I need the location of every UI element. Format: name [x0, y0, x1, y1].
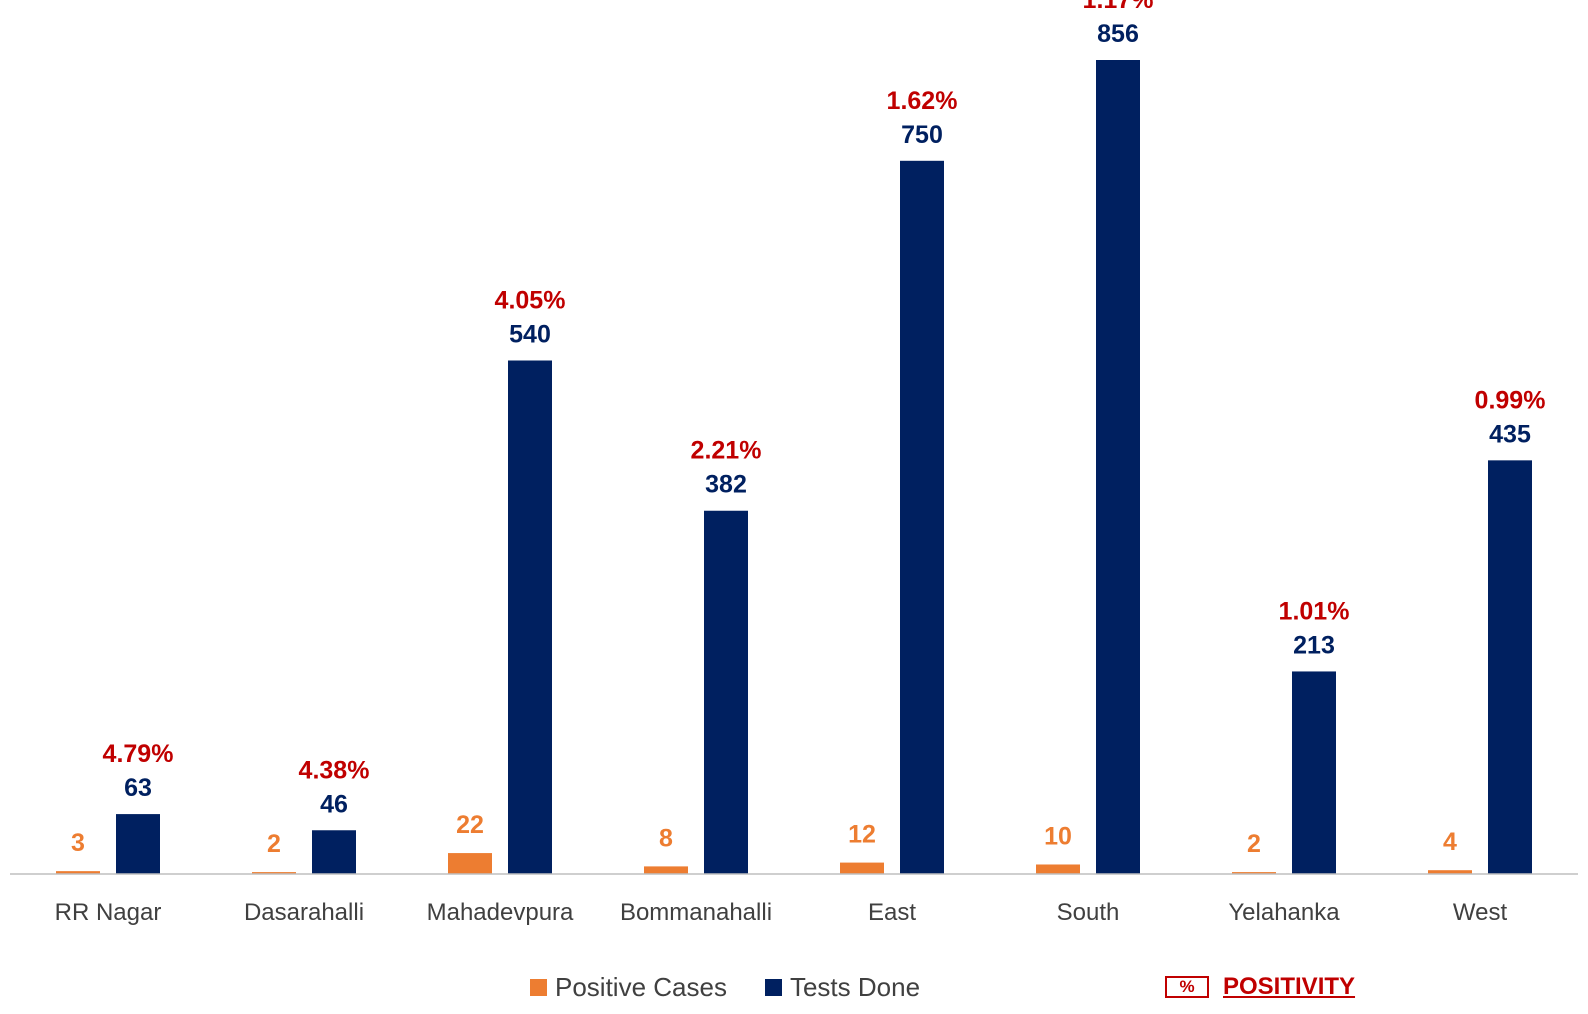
category-label: Mahadevpura: [427, 899, 574, 926]
data-label-positive: 4: [1443, 828, 1457, 856]
bar-tests-done: [704, 510, 748, 874]
data-label-positivity: 1.17%: [1083, 0, 1154, 14]
bars-group: [56, 60, 1532, 874]
bar-positive-cases: [840, 862, 884, 874]
category-label: Dasarahalli: [244, 899, 364, 926]
data-label-positivity: 1.62%: [887, 87, 958, 115]
data-label-tests: 856: [1097, 20, 1139, 48]
data-label-tests: 750: [901, 121, 943, 149]
data-label-positive: 22: [456, 811, 484, 839]
data-label-positive: 3: [71, 829, 85, 857]
bar-tests-done: [508, 360, 552, 874]
category-label: RR Nagar: [55, 899, 162, 926]
positivity-percent-box: %: [1165, 976, 1209, 998]
bar-tests-done: [1488, 460, 1532, 874]
data-label-tests: 540: [509, 320, 551, 348]
data-label-positivity: 4.79%: [103, 740, 174, 768]
bar-positive-cases: [56, 871, 100, 874]
data-label-positive: 2: [267, 830, 281, 858]
data-label-positivity: 2.21%: [691, 437, 762, 465]
data-label-tests: 435: [1489, 420, 1531, 448]
legend: Positive Cases Tests Done: [530, 970, 920, 1004]
bar-positive-cases: [252, 872, 296, 874]
data-label-tests: 382: [705, 471, 747, 499]
legend-swatch-tests: [764, 978, 782, 996]
bar-tests-done: [1292, 671, 1336, 874]
positivity-label: POSITIVITY: [1223, 973, 1356, 1000]
category-label: East: [868, 899, 916, 926]
data-label-positivity: 0.99%: [1475, 386, 1546, 414]
category-label: Yelahanka: [1228, 899, 1340, 926]
bar-tests-done: [116, 814, 160, 874]
bar-tests-done: [900, 160, 944, 874]
legend-label-tests: Tests Done: [789, 971, 921, 1002]
bar-tests-done: [312, 830, 356, 874]
data-label-positivity: 1.01%: [1279, 597, 1350, 625]
data-label-positive: 10: [1044, 822, 1072, 850]
positivity-legend: % POSITIVITY: [1165, 970, 1355, 1004]
bar-positive-cases: [1428, 870, 1472, 874]
data-label-positivity: 4.38%: [299, 756, 370, 784]
category-label: Bommanahalli: [620, 899, 772, 926]
data-label-positivity: 4.05%: [495, 286, 566, 314]
bar-positive-cases: [1036, 864, 1080, 874]
legend-label-positive: Positive Cases: [555, 971, 727, 1002]
bar-positive-cases: [1232, 872, 1276, 874]
data-label-positive: 8: [659, 824, 673, 852]
data-label-positive: 12: [848, 821, 876, 849]
data-label-positive: 2: [1247, 830, 1261, 858]
data-label-tests: 63: [124, 774, 152, 802]
bar-positive-cases: [644, 866, 688, 874]
category-label: South: [1057, 899, 1120, 926]
data-label-tests: 46: [320, 790, 348, 818]
data-label-tests: 213: [1293, 631, 1335, 659]
labels-group: 3 63 4.79% RR Nagar 2 46 4.38% Dasarahalli 22 540…: [55, 0, 1546, 926]
category-label: West: [1453, 899, 1508, 926]
bar-chart: 3 63 4.79% RR Nagar 2 46 4.38% Dasarahalli 22 540…: [10, 0, 1578, 926]
legend-swatch-positive: [530, 978, 547, 996]
bar-tests-done: [1096, 60, 1140, 874]
bar-positive-cases: [448, 853, 492, 874]
